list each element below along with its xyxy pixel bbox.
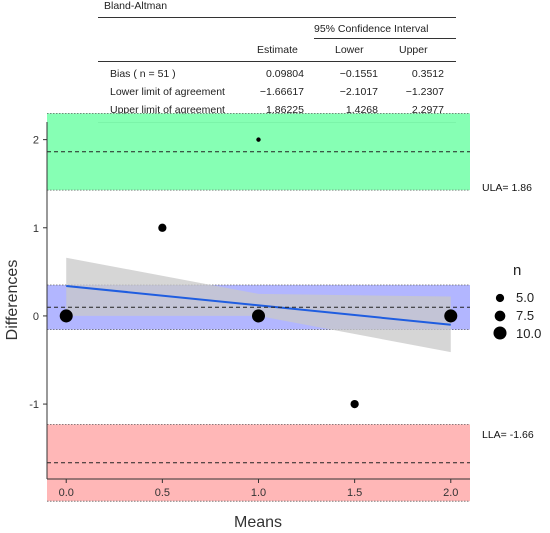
lla-label: LLA= -1.66 bbox=[482, 429, 534, 441]
table-top-rule bbox=[98, 17, 456, 18]
y-tick-label-3: 2 bbox=[33, 135, 39, 147]
legend-label-3: 10.0 bbox=[516, 326, 541, 341]
row-label-bias: Bias ( n = 51 ) bbox=[110, 68, 176, 80]
row-lower-loa-estimate: −1.66617 bbox=[259, 86, 304, 98]
data-point-5 bbox=[350, 399, 359, 409]
legend: n 5.0 7.5 10.0 bbox=[493, 262, 541, 341]
row-lower-loa-lower: −2.1017 bbox=[339, 86, 378, 98]
table-title: Bland-Altman bbox=[104, 0, 168, 12]
legend-marker-3 bbox=[493, 326, 507, 340]
col-header-upper: Upper bbox=[399, 44, 428, 56]
x-tick-label-3: 1.5 bbox=[347, 487, 362, 499]
x-tick-label-0: 0.0 bbox=[59, 487, 74, 499]
data-point-1 bbox=[59, 309, 73, 323]
data-point-2 bbox=[158, 223, 167, 232]
trend-line bbox=[66, 284, 451, 326]
limit-lines bbox=[47, 151, 470, 464]
legend-marker-1 bbox=[495, 293, 505, 303]
x-tick-label-1: 0.5 bbox=[155, 487, 170, 499]
row-bias-upper: 0.3512 bbox=[411, 68, 444, 80]
trend-layer bbox=[66, 257, 451, 353]
data-point-6 bbox=[444, 309, 458, 323]
y-tick-label-0: -1 bbox=[29, 399, 39, 411]
legend-label-2: 7.5 bbox=[516, 308, 534, 323]
header-rule bbox=[98, 61, 456, 62]
ci-header: 95% Confidence Interval bbox=[314, 23, 429, 35]
data-point-3 bbox=[256, 137, 261, 142]
row-bias-lower: −0.1551 bbox=[339, 68, 378, 80]
y-tick-label-2: 1 bbox=[33, 223, 39, 235]
y-axis-title: Differences bbox=[4, 260, 21, 341]
x-tick-label-4: 2.0 bbox=[443, 487, 458, 499]
row-label-lower-loa: Lower limit of agreement bbox=[110, 86, 225, 98]
row-label-upper-loa: Upper limit of agreement bbox=[110, 104, 225, 116]
ula-label: ULA= 1.86 bbox=[482, 182, 532, 194]
data-point-4 bbox=[251, 309, 266, 323]
x-axis-title: Means bbox=[234, 514, 282, 531]
col-header-lower: Lower bbox=[335, 44, 364, 56]
x-tick-label-2: 1.0 bbox=[251, 487, 266, 499]
row-lower-loa-upper: −1.2307 bbox=[405, 86, 444, 98]
y-tick-label-1: 0 bbox=[33, 311, 39, 323]
legend-marker-2 bbox=[494, 310, 506, 322]
legend-label-1: 5.0 bbox=[516, 290, 534, 305]
legend-title: n bbox=[513, 262, 521, 279]
ci-rule bbox=[314, 38, 456, 39]
row-bias-estimate: 0.09804 bbox=[266, 68, 304, 80]
data-points bbox=[59, 137, 458, 409]
col-header-estimate: Estimate bbox=[257, 44, 298, 56]
limit-labels: ULA= 1.86 LLA= -1.66 bbox=[482, 182, 534, 441]
axes: -1 0 1 2 0.0 0.5 1.0 1.5 2.0 bbox=[29, 122, 470, 499]
